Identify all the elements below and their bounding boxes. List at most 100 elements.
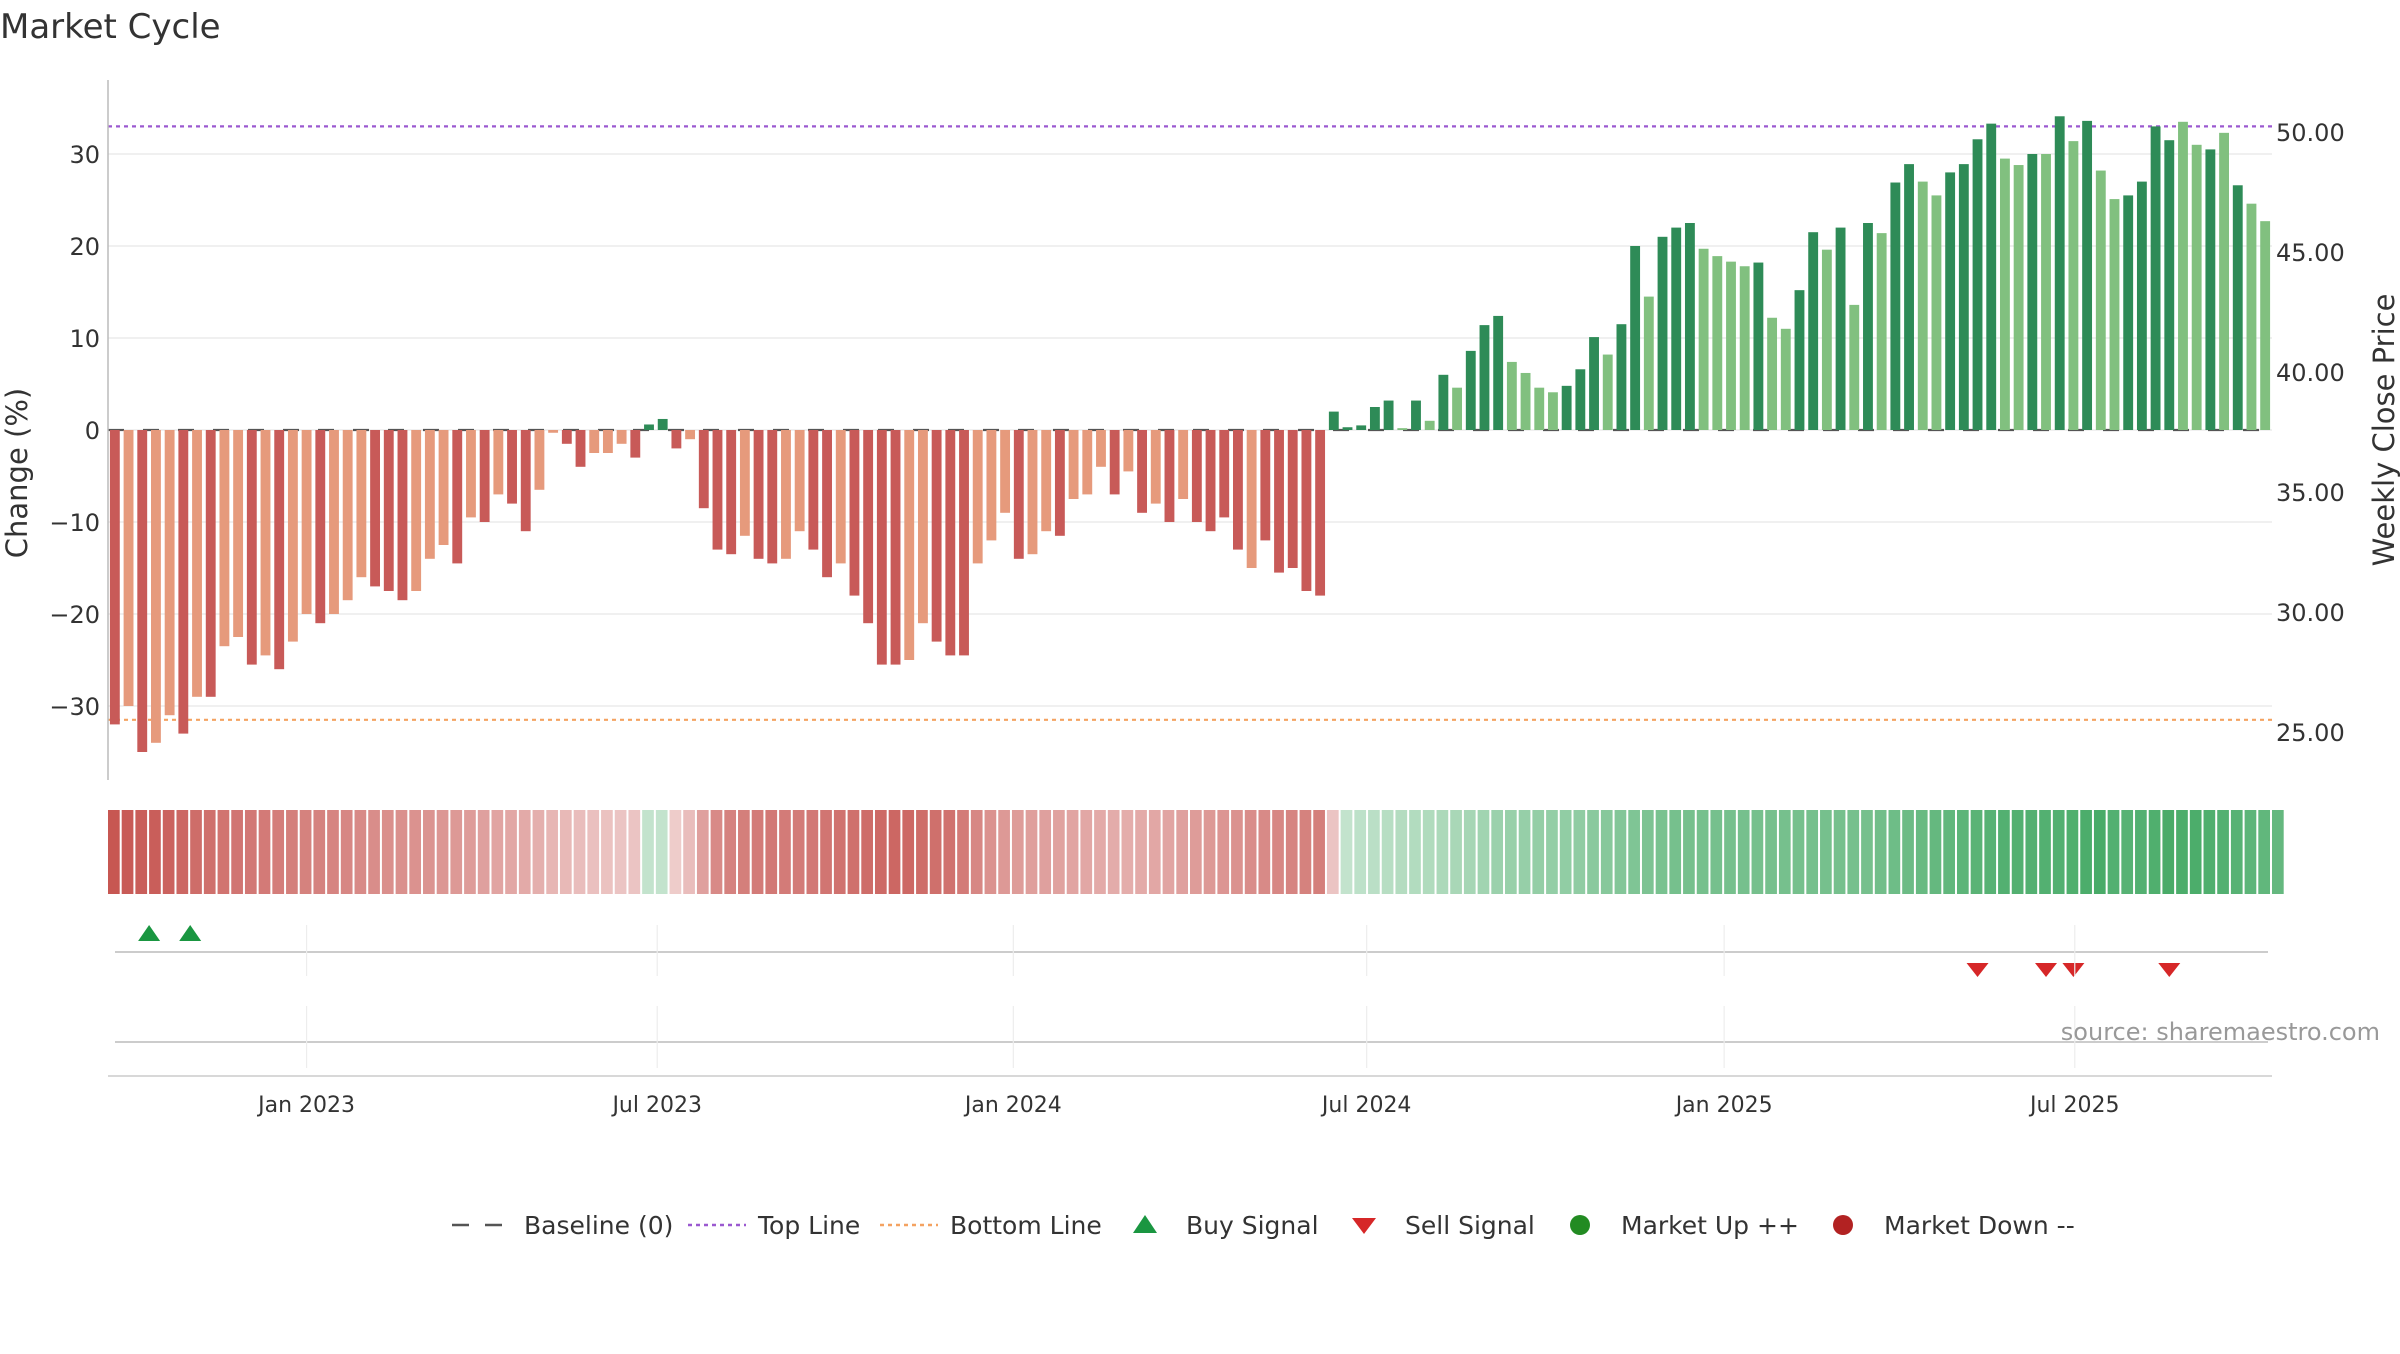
heat-cell <box>1888 810 1901 894</box>
bar <box>1000 430 1011 513</box>
heat-cell <box>1190 810 1202 894</box>
heat-cell <box>409 810 422 894</box>
bar <box>315 430 326 624</box>
heat-cell <box>190 810 202 894</box>
heat-cell <box>1299 810 1312 894</box>
bar <box>205 430 216 697</box>
bar <box>466 430 476 518</box>
bar <box>1233 430 1243 550</box>
bar <box>1616 324 1627 430</box>
bar <box>1164 430 1175 522</box>
heat-cell <box>998 810 1010 894</box>
bar <box>2054 116 2065 430</box>
bar <box>2013 165 2024 431</box>
heat-cell <box>532 810 545 894</box>
bar <box>1109 430 1120 495</box>
heat-cell <box>1094 810 1106 894</box>
heat-cell <box>2148 810 2161 894</box>
heat-cell <box>1395 810 1408 894</box>
bar <box>219 430 230 647</box>
bar <box>1726 261 1736 430</box>
heat-cell <box>1696 810 1709 894</box>
bar <box>1780 328 1791 430</box>
bar <box>2219 132 2229 430</box>
heat-cell <box>450 810 463 894</box>
bar <box>1876 233 1887 430</box>
heat-cell <box>2066 810 2079 894</box>
heat-cell <box>1751 810 1764 894</box>
heat-cell <box>1874 810 1887 894</box>
heat-cell <box>916 810 928 894</box>
legend-item-buy: Buy Signal <box>1133 1211 1319 1240</box>
bar <box>2068 141 2079 430</box>
heat-cell <box>1505 810 1517 894</box>
heat-cell <box>1532 810 1545 894</box>
heat-cell <box>888 810 901 894</box>
heat-cell <box>669 810 682 894</box>
bar <box>329 430 339 614</box>
bar <box>1465 350 1476 430</box>
bar <box>260 430 271 656</box>
bar <box>1054 430 1065 536</box>
heat-cell <box>1559 810 1572 894</box>
heat-cell <box>683 810 695 894</box>
bar <box>1246 430 1257 568</box>
heat-cell <box>2176 810 2188 894</box>
heat-cell <box>614 810 627 894</box>
heat-cell <box>1587 810 1599 894</box>
heat-cell <box>327 810 339 894</box>
heat-cell <box>313 810 326 894</box>
heat-cell <box>505 810 517 894</box>
heat-cell <box>1614 810 1627 894</box>
bar <box>1274 430 1284 573</box>
sell-signal-marker <box>2158 963 2181 977</box>
heat-cell <box>601 810 613 894</box>
bar <box>2082 120 2093 430</box>
heat-cell <box>368 810 380 894</box>
heat-cell <box>244 810 257 894</box>
heat-cell <box>655 810 668 894</box>
bar <box>2232 185 2243 430</box>
heat-cell <box>1737 810 1750 894</box>
bar <box>1753 262 1764 430</box>
legend-item-down: Market Down -- <box>1833 1211 2075 1240</box>
bar <box>452 430 463 564</box>
heat-cell <box>833 810 846 894</box>
bar <box>1150 430 1161 504</box>
heat-cell <box>518 810 531 894</box>
bar <box>671 430 682 449</box>
heat-cell <box>902 810 915 894</box>
bar <box>438 430 449 545</box>
legend-item-sell: Sell Signal <box>1352 1211 1535 1240</box>
bar <box>2246 203 2257 430</box>
heat-cell <box>1450 810 1462 894</box>
bar <box>246 430 257 665</box>
bar <box>1520 372 1531 430</box>
bar <box>1986 123 1997 430</box>
bar <box>1794 290 1805 430</box>
bar <box>287 430 298 642</box>
heat-cell <box>573 810 586 894</box>
x-tick-label: Jul 2023 <box>610 1093 702 1118</box>
bar <box>1904 164 1914 430</box>
bar <box>1657 236 1668 430</box>
heat-cell <box>738 810 750 894</box>
bar <box>1808 232 1819 430</box>
x-tick-label: Jan 2023 <box>256 1093 355 1118</box>
bar <box>2109 199 2120 430</box>
bar <box>1178 430 1189 499</box>
heat-cell <box>2272 810 2284 894</box>
bar <box>1397 428 1408 430</box>
heat-cell <box>149 810 161 894</box>
bar <box>1137 430 1147 513</box>
heat-cell <box>1203 810 1216 894</box>
legend-item-top: Top Line <box>688 1211 860 1240</box>
bar <box>1712 256 1723 430</box>
bar <box>767 430 778 564</box>
bar <box>1205 430 1216 532</box>
bar <box>2041 154 2051 430</box>
bar <box>178 430 189 734</box>
bar <box>657 418 668 430</box>
heat-cell <box>217 810 230 894</box>
market-up-legend-icon <box>1570 1215 1590 1235</box>
